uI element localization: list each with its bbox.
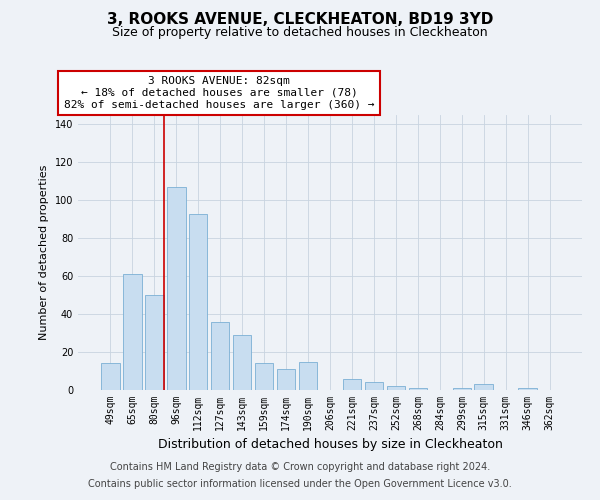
Bar <box>386 386 405 390</box>
Bar <box>145 295 164 390</box>
Bar <box>233 335 251 390</box>
X-axis label: Distribution of detached houses by size in Cleckheaton: Distribution of detached houses by size … <box>158 438 502 452</box>
Bar <box>452 388 471 390</box>
Bar <box>167 187 185 390</box>
Text: Contains public sector information licensed under the Open Government Licence v3: Contains public sector information licen… <box>88 479 512 489</box>
Text: Size of property relative to detached houses in Cleckheaton: Size of property relative to detached ho… <box>112 26 488 39</box>
Bar <box>255 364 274 390</box>
Text: Contains HM Land Registry data © Crown copyright and database right 2024.: Contains HM Land Registry data © Crown c… <box>110 462 490 472</box>
Bar <box>518 388 537 390</box>
Bar <box>343 378 361 390</box>
Bar <box>365 382 383 390</box>
Bar <box>211 322 229 390</box>
Bar <box>123 274 142 390</box>
Text: 3, ROOKS AVENUE, CLECKHEATON, BD19 3YD: 3, ROOKS AVENUE, CLECKHEATON, BD19 3YD <box>107 12 493 28</box>
Bar <box>299 362 317 390</box>
Bar <box>409 388 427 390</box>
Bar <box>277 369 295 390</box>
Text: 3 ROOKS AVENUE: 82sqm
← 18% of detached houses are smaller (78)
82% of semi-deta: 3 ROOKS AVENUE: 82sqm ← 18% of detached … <box>64 76 374 110</box>
Y-axis label: Number of detached properties: Number of detached properties <box>39 165 49 340</box>
Bar <box>189 214 208 390</box>
Bar <box>475 384 493 390</box>
Bar <box>101 364 119 390</box>
